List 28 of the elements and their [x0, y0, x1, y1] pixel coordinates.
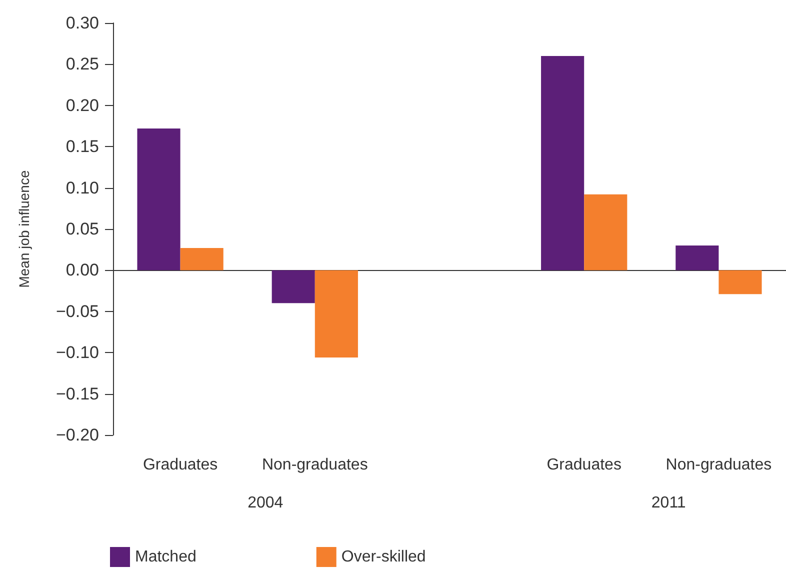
legend-label: Over-skilled [341, 548, 426, 566]
y-tick-label: 0.25 [66, 54, 99, 74]
x-tick-label: Non-graduates [666, 456, 772, 474]
bar [676, 245, 719, 270]
y-tick-label: −0.10 [56, 343, 99, 362]
x-tick-label: Non-graduates [262, 456, 368, 474]
y-tick-label: 0.00 [66, 260, 99, 280]
bar [314, 270, 358, 358]
bar [541, 56, 584, 270]
bar [718, 270, 762, 294]
y-tick-label: −0.15 [56, 384, 99, 404]
y-tick-label: 0.10 [66, 178, 99, 198]
x-tick-label: Graduates [142, 456, 218, 474]
text: 2011 [651, 494, 686, 512]
y-tick-label: 0.15 [66, 137, 99, 156]
y-tick-label: 0.30 [66, 14, 99, 32]
bar [137, 128, 180, 270]
y-tick-label: −0.05 [56, 302, 99, 321]
x-tick-label: Graduates [546, 456, 622, 474]
y-tick-label: 0.05 [66, 220, 99, 238]
bar [584, 194, 628, 270]
legend-label: Matched [135, 548, 196, 566]
y-tick-label: 0.20 [66, 96, 99, 115]
y-axis-title: Mean job influence [16, 170, 32, 288]
text: 2004 [248, 494, 284, 512]
y-tick-label: −0.20 [56, 426, 99, 444]
bar [180, 248, 224, 270]
bar [272, 270, 315, 304]
